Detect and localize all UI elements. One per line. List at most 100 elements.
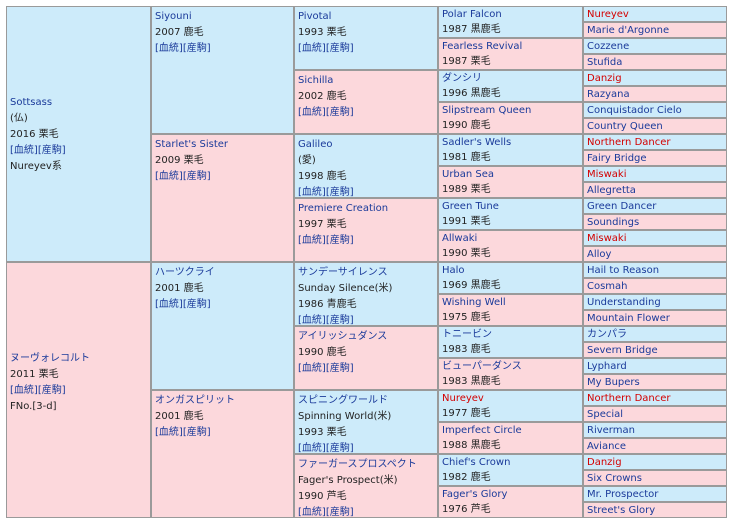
- horse-name-link[interactable]: Miswaki: [587, 169, 627, 180]
- horse-name-link[interactable]: Halo: [442, 265, 465, 276]
- horse-name-link[interactable]: Stufida: [587, 57, 623, 68]
- horse-cell-gen4: ダンシリ 1996 黒鹿毛: [438, 70, 583, 102]
- lineage-link[interactable]: [血統]: [298, 43, 326, 54]
- year-color: 2009 栗毛: [155, 155, 204, 166]
- horse-name-link[interactable]: Sottsass: [10, 97, 53, 108]
- horse-name-link[interactable]: Marie d'Argonne: [587, 25, 670, 36]
- horse-name-link[interactable]: Conquistador Cielo: [587, 105, 682, 116]
- horse-name-link[interactable]: Premiere Creation: [298, 203, 389, 214]
- horse-name-link[interactable]: Wishing Well: [442, 297, 506, 308]
- horse-name-link[interactable]: Razyana: [587, 89, 630, 100]
- year-color: 1983 黒鹿毛: [442, 376, 501, 387]
- horse-name-link[interactable]: Pivotal: [298, 11, 332, 22]
- horse-name-link[interactable]: Soundings: [587, 217, 640, 228]
- lineage-link[interactable]: [血統]: [298, 315, 326, 326]
- horse-name-link[interactable]: ビューパーダンス: [442, 361, 522, 372]
- horse-name-link[interactable]: アイリッシュダンス: [298, 331, 388, 342]
- produce-link[interactable]: [産駒]: [325, 507, 354, 518]
- lineage-link[interactable]: [血統]: [298, 443, 326, 454]
- horse-name-link[interactable]: Cosmah: [587, 281, 628, 292]
- horse-name-link[interactable]: Nureyev: [442, 393, 484, 404]
- horse-name-link[interactable]: Imperfect Circle: [442, 425, 522, 436]
- lineage-link[interactable]: [血統]: [298, 187, 326, 198]
- lineage-link[interactable]: [血統]: [298, 235, 326, 246]
- produce-link[interactable]: [産駒]: [182, 43, 211, 54]
- horse-name-link[interactable]: Fairy Bridge: [587, 153, 647, 164]
- horse-name-link[interactable]: サンデーサイレンス: [298, 267, 388, 278]
- horse-name-link[interactable]: Hail to Reason: [587, 265, 660, 276]
- horse-name-link[interactable]: Fager's Glory: [442, 489, 508, 500]
- lineage-link[interactable]: [血統]: [10, 145, 38, 156]
- horse-name-link[interactable]: Allwaki: [442, 233, 478, 244]
- produce-link[interactable]: [産駒]: [325, 107, 354, 118]
- horse-name-link[interactable]: Polar Falcon: [442, 9, 502, 20]
- produce-link[interactable]: [産駒]: [325, 187, 354, 198]
- horse-name-link[interactable]: トニービン: [442, 329, 492, 340]
- horse-name-link[interactable]: Northern Dancer: [587, 137, 671, 148]
- horse-name-link[interactable]: Mr. Prospector: [587, 489, 659, 500]
- horse-name-link[interactable]: Urban Sea: [442, 169, 495, 180]
- lineage-link[interactable]: [血統]: [10, 385, 38, 396]
- horse-name-link[interactable]: Nureyev: [587, 9, 629, 20]
- horse-name-link[interactable]: Mountain Flower: [587, 313, 670, 324]
- ancestor-cell-gen5: Riverman: [583, 422, 727, 438]
- horse-name-link[interactable]: Six Crowns: [587, 473, 642, 484]
- produce-link[interactable]: [産駒]: [182, 299, 211, 310]
- horse-name-link[interactable]: ダンシリ: [442, 73, 482, 84]
- horse-name-link[interactable]: Sadler's Wells: [442, 137, 512, 148]
- horse-name-link[interactable]: ヌーヴォレコルト: [10, 353, 90, 364]
- lineage-link[interactable]: [血統]: [155, 299, 183, 310]
- lineage-link[interactable]: [血統]: [155, 43, 183, 54]
- horse-name-link[interactable]: Green Dancer: [587, 201, 657, 212]
- lineage-link[interactable]: [血統]: [155, 427, 183, 438]
- horse-name-link[interactable]: ハーツクライ: [155, 267, 215, 278]
- horse-name-link[interactable]: Miswaki: [587, 233, 627, 244]
- produce-link[interactable]: [産駒]: [37, 145, 66, 156]
- horse-name-link[interactable]: Starlet's Sister: [155, 139, 229, 150]
- horse-name-link[interactable]: Danzig: [587, 457, 622, 468]
- horse-name-link[interactable]: Chief's Crown: [442, 457, 511, 468]
- horse-name-link[interactable]: My Bupers: [587, 377, 640, 388]
- produce-link[interactable]: [産駒]: [325, 363, 354, 374]
- lineage-link[interactable]: [血統]: [155, 171, 183, 182]
- horse-name-link[interactable]: Sichilla: [298, 75, 334, 86]
- horse-name-link[interactable]: Severn Bridge: [587, 345, 658, 356]
- produce-link[interactable]: [産駒]: [325, 235, 354, 246]
- horse-name-link[interactable]: オンガスピリット: [155, 395, 235, 406]
- produce-link[interactable]: [産駒]: [325, 315, 354, 326]
- horse-name-link[interactable]: Country Queen: [587, 121, 663, 132]
- horse-name-link[interactable]: Lyphard: [587, 361, 627, 372]
- horse-name-link[interactable]: Slipstream Queen: [442, 105, 532, 116]
- ancestor-cell-gen5: Miswaki: [583, 230, 727, 246]
- horse-name-link[interactable]: カンパラ: [587, 329, 627, 340]
- horse-name-link[interactable]: Cozzene: [587, 41, 630, 52]
- horse-name-link[interactable]: Riverman: [587, 425, 635, 436]
- horse-cell-gen3: Galileo (愛) 1998 鹿毛 [血統][産駒]: [294, 134, 438, 198]
- horse-name-link[interactable]: Alloy: [587, 249, 612, 260]
- horse-name-link[interactable]: ファーガースプロスペクト: [298, 459, 417, 470]
- horse-name-link[interactable]: Green Tune: [442, 201, 499, 212]
- produce-link[interactable]: [産駒]: [37, 385, 66, 396]
- horse-name-link[interactable]: スピニングワールド: [298, 395, 388, 406]
- lineage-link[interactable]: [血統]: [298, 507, 326, 518]
- pedigree-table: Sottsass (仏) 2016 栗毛 [血統][産駒] Nureyev系 ヌーヴォレコ…: [6, 6, 727, 518]
- lineage-link[interactable]: [血統]: [298, 107, 326, 118]
- horse-name-link[interactable]: Fearless Revival: [442, 41, 523, 52]
- horse-name-link[interactable]: Aviance: [587, 441, 627, 452]
- horse-name-link[interactable]: Understanding: [587, 297, 661, 308]
- year-color: 1987 栗毛: [442, 56, 491, 67]
- produce-link[interactable]: [産駒]: [325, 43, 354, 54]
- horse-name-link[interactable]: Special: [587, 409, 624, 420]
- horse-name-link[interactable]: Danzig: [587, 73, 622, 84]
- horse-name-link[interactable]: Siyouni: [155, 11, 192, 22]
- produce-link[interactable]: [産駒]: [325, 443, 354, 454]
- produce-link[interactable]: [産駒]: [182, 171, 211, 182]
- horse-name-link[interactable]: Street's Glory: [587, 505, 656, 516]
- ancestor-cell-gen5: Alloy: [583, 246, 727, 262]
- lineage-link[interactable]: [血統]: [298, 363, 326, 374]
- produce-link[interactable]: [産駒]: [182, 427, 211, 438]
- horse-name-link[interactable]: Northern Dancer: [587, 393, 671, 404]
- horse-name-link[interactable]: Allegretta: [587, 185, 636, 196]
- horse-name-link[interactable]: Galileo: [298, 139, 333, 150]
- ancestor-cell-gen5: Severn Bridge: [583, 342, 727, 358]
